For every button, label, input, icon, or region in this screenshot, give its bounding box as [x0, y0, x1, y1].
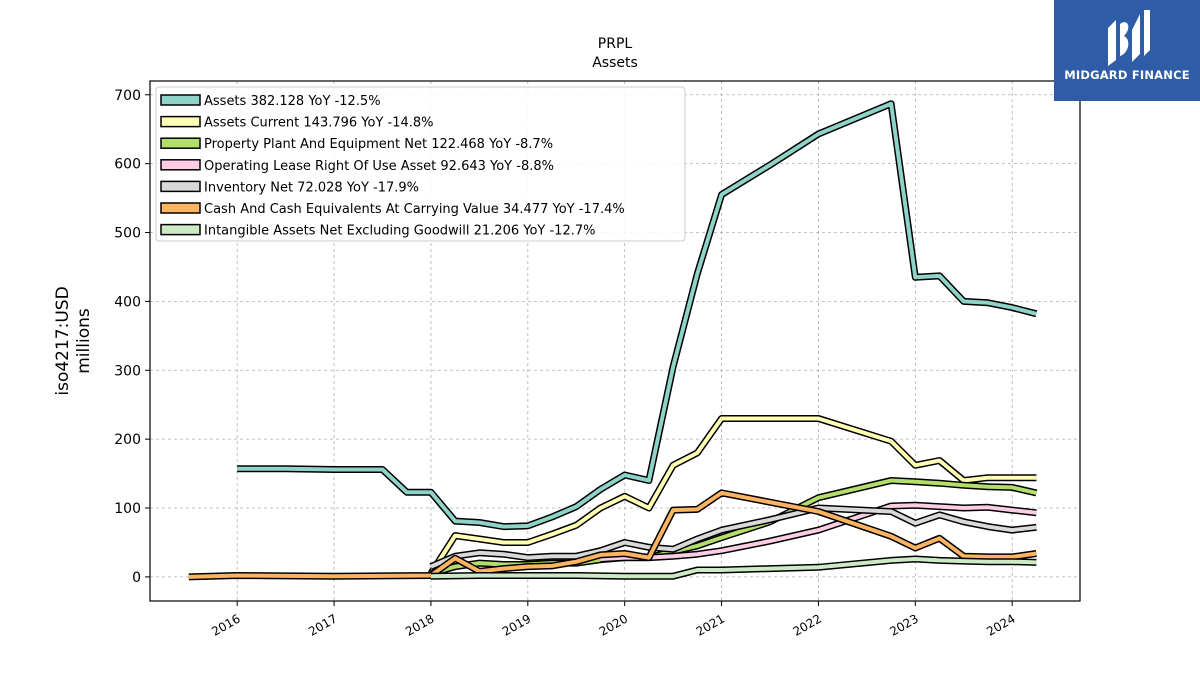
x-tick-label: 2022	[790, 611, 823, 638]
x-tick-label: 2024	[984, 611, 1017, 638]
series-line	[430, 557, 1037, 579]
legend-swatch	[160, 202, 201, 214]
legend-swatch	[160, 223, 201, 236]
legend-label: Operating Lease Right Of Use Asset 92.64…	[204, 159, 554, 174]
midgard-logo-icon	[1108, 10, 1150, 66]
legend-swatch	[160, 115, 201, 128]
brand-logo: MIDGARD FINANCE	[1054, 0, 1200, 101]
x-tick-label: 2020	[597, 611, 630, 638]
chart-title: PRPL	[598, 36, 633, 52]
series-layer	[188, 100, 1038, 581]
series-0	[237, 100, 1038, 531]
legend-swatch	[160, 159, 201, 171]
legend-swatch	[160, 137, 201, 149]
y-axis-label-line1: iso4217:USD	[53, 286, 73, 395]
series-6	[430, 555, 1037, 580]
y-tick-label: 400	[114, 294, 141, 310]
series-5	[188, 489, 1037, 581]
y-tick-label: 500	[114, 226, 141, 242]
x-tick-label: 2019	[500, 611, 533, 638]
series-line	[237, 101, 1037, 529]
y-tick-label: 700	[114, 88, 141, 104]
legend-swatch	[160, 94, 201, 106]
series-1	[427, 415, 1037, 576]
legend-label: Intangible Assets Net Excluding Goodwill…	[204, 224, 595, 239]
plot-frame	[149, 80, 1081, 602]
legend-label: Property Plant And Equipment Net 122.468…	[204, 137, 553, 152]
series-3	[600, 501, 1037, 563]
y-tick-label: 0	[132, 570, 141, 586]
x-tick-label: 2016	[209, 611, 242, 638]
x-tick-label: 2018	[403, 611, 436, 638]
series-line	[188, 490, 1037, 579]
x-tick-label: 2021	[694, 611, 727, 638]
y-tick-label: 200	[114, 432, 141, 448]
x-tick-label: 2023	[887, 611, 920, 638]
y-axis-label-line2: millions	[74, 308, 94, 374]
legend-label: Assets 382.128 YoY -12.5%	[204, 94, 381, 109]
chart-subtitle: Assets	[592, 55, 638, 71]
y-tick-label: 600	[114, 157, 141, 173]
series-4	[429, 504, 1037, 570]
legend-label: Assets Current 143.796 YoY -14.8%	[204, 116, 434, 131]
legend-box	[155, 86, 686, 242]
series-line	[600, 503, 1037, 561]
y-axis: 0 100 200 300 400 500 600 700	[114, 88, 150, 586]
legend-label: Cash And Cash Equivalents At Carrying Va…	[204, 202, 625, 217]
legend-swatch	[160, 180, 201, 193]
y-tick-label: 300	[114, 363, 141, 379]
legend: Assets 382.128 YoY -12.5% Assets Current …	[155, 86, 686, 242]
x-tick-label: 2017	[306, 611, 339, 638]
legend-label: Inventory Net 72.028 YoY -17.9%	[204, 180, 419, 195]
series-line	[430, 506, 1037, 569]
series-line	[429, 416, 1037, 575]
brand-name: MIDGARD FINANCE	[1064, 68, 1190, 82]
y-tick-label: 100	[114, 501, 141, 517]
x-axis: 2016 2017 2018 2019 2020 2021 2022 2023 2024	[209, 601, 1018, 639]
